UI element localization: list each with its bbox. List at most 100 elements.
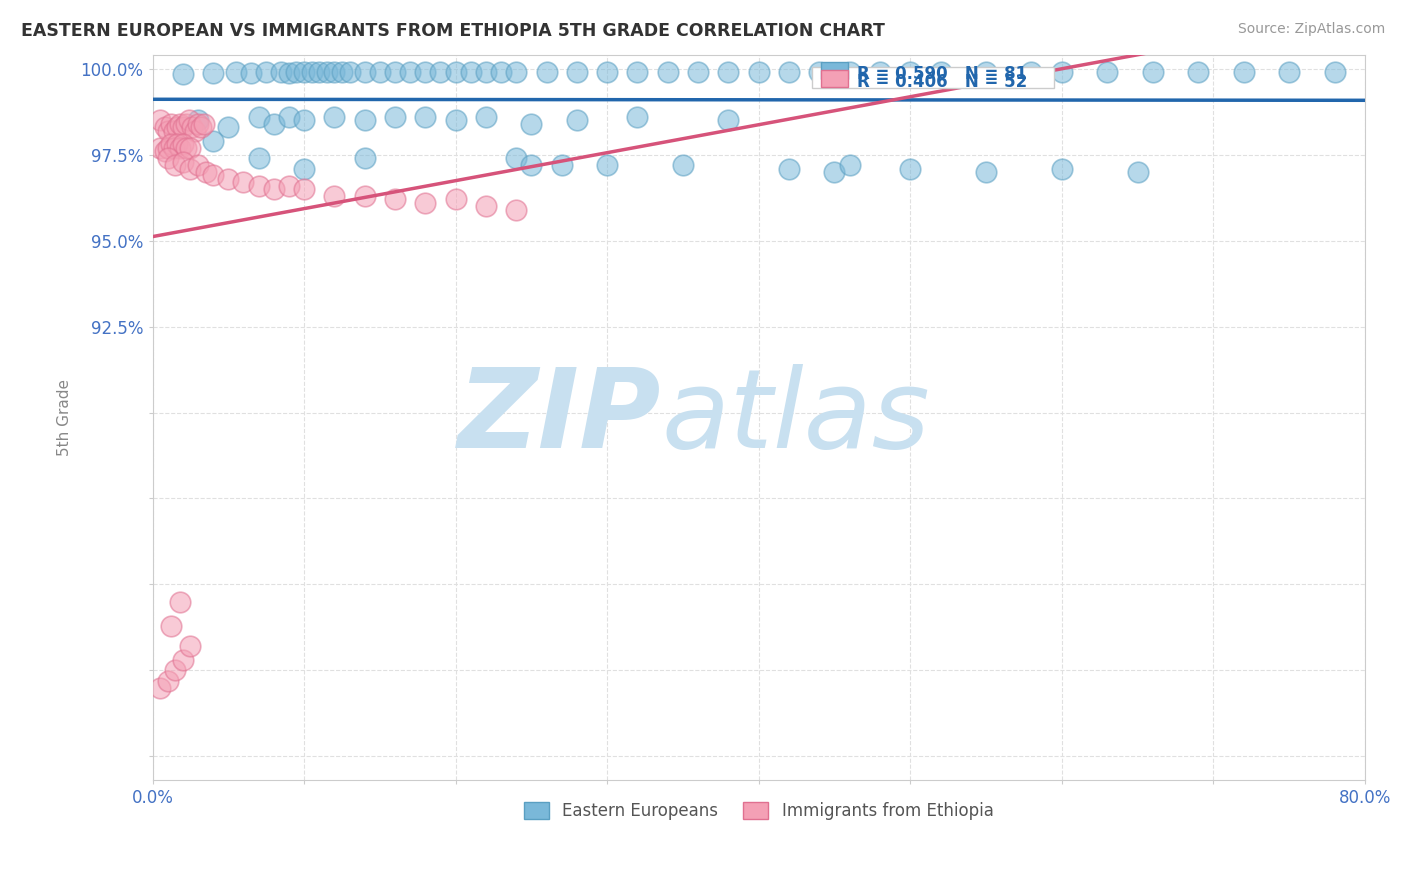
Point [202, 134, 225, 148]
Point [323, 189, 346, 203]
Point [149, 681, 172, 695]
Point [384, 193, 406, 207]
Point [565, 113, 588, 128]
Legend: Eastern Europeans, Immigrants from Ethiopia: Eastern Europeans, Immigrants from Ethio… [517, 795, 1000, 826]
Text: EASTERN EUROPEAN VS IMMIGRANTS FROM ETHIOPIA 5TH GRADE CORRELATION CHART: EASTERN EUROPEAN VS IMMIGRANTS FROM ETHI… [21, 22, 884, 40]
Point [174, 141, 197, 155]
Point [190, 120, 212, 135]
Point [330, 64, 353, 78]
Point [717, 64, 740, 78]
Point [460, 64, 482, 78]
Point [475, 110, 498, 124]
Point [217, 120, 239, 135]
Text: R = 0.406   N = 52: R = 0.406 N = 52 [858, 73, 1028, 91]
Point [169, 141, 191, 155]
Point [1232, 64, 1254, 78]
Point [166, 120, 188, 135]
Point [179, 161, 201, 176]
Point [413, 110, 436, 124]
Point [194, 165, 217, 179]
Point [292, 113, 315, 128]
FancyBboxPatch shape [811, 67, 1054, 87]
Point [1142, 64, 1164, 78]
Point [263, 117, 285, 131]
Point [869, 64, 891, 78]
Point [172, 67, 194, 81]
Point [156, 151, 179, 165]
Point [974, 64, 997, 78]
Point [172, 653, 194, 667]
Point [177, 113, 200, 128]
Point [626, 110, 648, 124]
Point [247, 178, 270, 193]
Point [399, 64, 422, 78]
Point [1323, 64, 1346, 78]
Point [292, 161, 315, 176]
Point [1187, 64, 1209, 78]
Point [974, 165, 997, 179]
Text: R = 0.590   N = 81: R = 0.590 N = 81 [858, 65, 1028, 83]
Point [308, 64, 330, 78]
Point [254, 64, 277, 78]
Point [163, 141, 186, 155]
Point [823, 165, 845, 179]
Point [1021, 64, 1043, 78]
Point [778, 64, 800, 78]
Point [596, 158, 619, 172]
Point [285, 65, 308, 79]
Bar [821, 70, 848, 87]
Point [748, 64, 770, 78]
Point [277, 66, 299, 80]
Point [202, 169, 225, 183]
Point [475, 199, 498, 213]
Point [181, 120, 204, 135]
Point [898, 64, 921, 78]
Point [149, 141, 172, 155]
Point [277, 178, 299, 193]
Point [159, 117, 181, 131]
Point [172, 137, 194, 152]
Point [838, 158, 860, 172]
Point [232, 175, 254, 189]
Point [929, 64, 952, 78]
Point [475, 65, 498, 79]
Point [163, 124, 186, 138]
Point [156, 141, 179, 155]
Point [153, 145, 176, 159]
Point [292, 65, 315, 79]
Point [149, 113, 172, 128]
Point [187, 117, 209, 131]
Point [808, 64, 831, 78]
Point [657, 64, 679, 78]
Point [156, 124, 179, 138]
Point [778, 161, 800, 176]
Point [686, 64, 709, 78]
Point [384, 64, 406, 78]
Point [444, 193, 467, 207]
Point [187, 113, 209, 128]
Point [505, 202, 527, 217]
Point [838, 64, 860, 78]
Point [717, 113, 740, 128]
Point [550, 158, 572, 172]
Point [339, 65, 361, 79]
Point [159, 618, 181, 632]
Point [193, 117, 215, 131]
Point [172, 120, 194, 135]
Point [1278, 64, 1301, 78]
Point [270, 65, 292, 79]
Point [489, 64, 512, 78]
Point [153, 120, 176, 135]
Text: ZIP: ZIP [458, 364, 662, 471]
Point [169, 117, 191, 131]
Point [179, 141, 201, 155]
Point [536, 64, 558, 78]
Point [184, 124, 207, 138]
Point [240, 66, 263, 80]
Point [247, 110, 270, 124]
Point [165, 158, 187, 172]
Point [159, 137, 181, 152]
Point [292, 182, 315, 196]
Point [898, 161, 921, 176]
Point [277, 110, 299, 124]
